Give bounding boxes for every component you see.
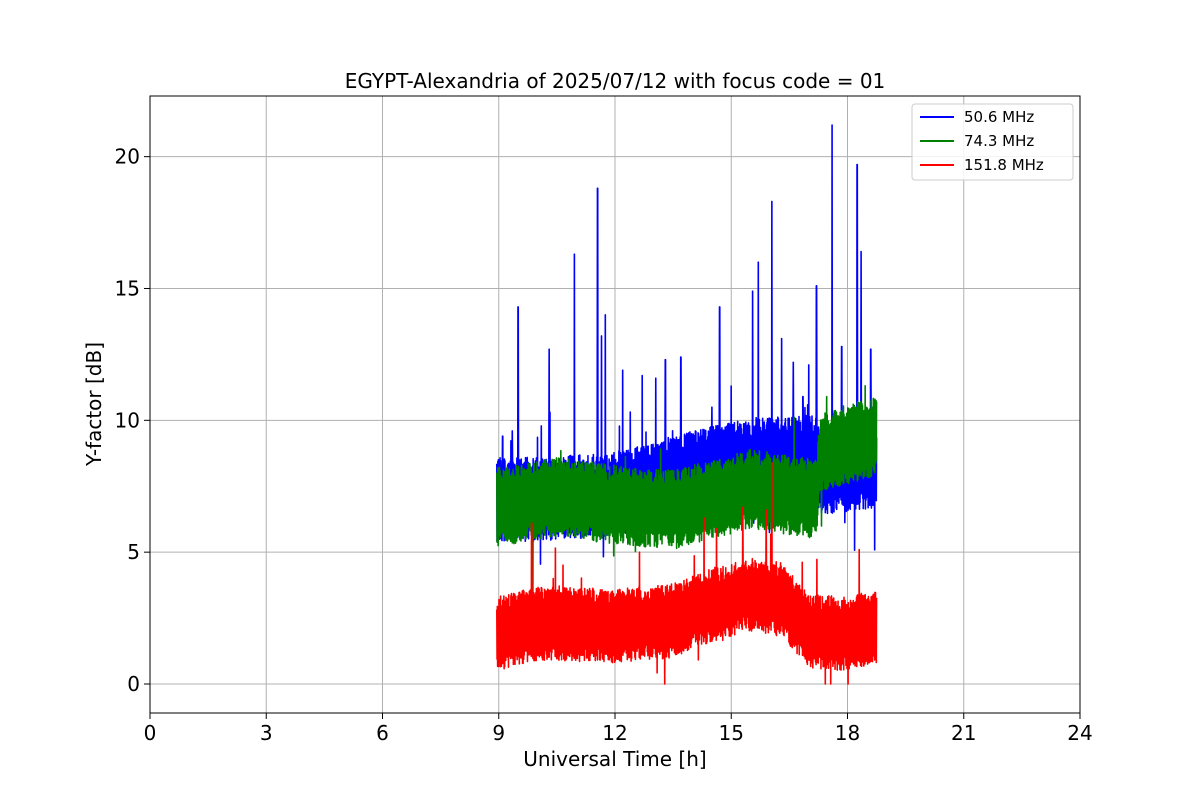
x-tick-label: 6 xyxy=(376,721,389,745)
y-tick-label: 5 xyxy=(127,540,140,564)
y-tick-label: 20 xyxy=(115,145,140,169)
series-line xyxy=(496,461,878,685)
legend-label: 50.6 MHz xyxy=(964,108,1034,126)
series-layer xyxy=(496,124,878,685)
legend-box xyxy=(911,103,1074,181)
x-tick-label: 24 xyxy=(1067,721,1092,745)
x-tick-label: 9 xyxy=(492,721,505,745)
chart-title: EGYPT-Alexandria of 2025/07/12 with focu… xyxy=(345,69,886,93)
x-axis-title: Universal Time [h] xyxy=(523,747,706,771)
legend-label: 74.3 MHz xyxy=(964,132,1034,150)
y-tick-label: 0 xyxy=(127,672,140,696)
x-tick-label: 21 xyxy=(951,721,976,745)
legend-label: 151.8 MHz xyxy=(964,156,1044,174)
series-line xyxy=(496,385,878,594)
x-tick-label: 15 xyxy=(719,721,744,745)
y-tick-label: 15 xyxy=(115,276,140,300)
y-axis-title: Y-factor [dB] xyxy=(82,342,106,467)
y-tick-label: 10 xyxy=(115,408,140,432)
ticks-layer: 0 3 6 9 12 15 18 21 24 0 5 10 15 20 xyxy=(115,145,1093,745)
x-tick-label: 0 xyxy=(144,721,157,745)
x-tick-label: 12 xyxy=(602,721,627,745)
x-tick-label: 18 xyxy=(835,721,860,745)
x-tick-label: 3 xyxy=(260,721,273,745)
legend: 50.6 MHz 74.3 MHz 151.8 MHz xyxy=(911,103,1074,181)
